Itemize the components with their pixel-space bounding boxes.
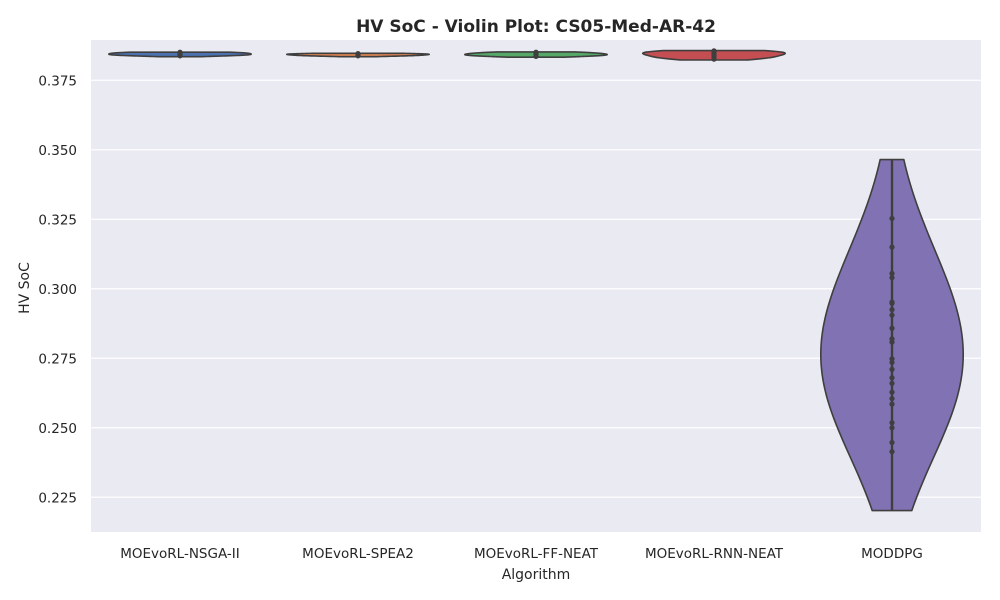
y-tick-label: 0.375 — [38, 73, 77, 89]
violin-1 — [286, 51, 430, 59]
y-tick-labels: 0.225 0.250 0.275 0.300 0.325 0.350 0.375 — [38, 73, 77, 506]
y-tick-label: 0.325 — [38, 212, 77, 228]
violin-2 — [464, 49, 608, 60]
y-tick-label: 0.250 — [38, 421, 77, 437]
x-tick-label: MOEvoRL-RNN-NEAT — [645, 546, 784, 562]
y-tick-label: 0.275 — [38, 351, 77, 367]
violin-0 — [108, 49, 252, 59]
violins — [108, 48, 964, 512]
x-tick-label: MODDPG — [861, 546, 923, 562]
violin-data-point — [889, 307, 895, 313]
x-tick-label: MOEvoRL-NSGA-II — [120, 546, 240, 562]
x-tick-label: MOEvoRL-FF-NEAT — [474, 546, 599, 562]
violin-data-point — [889, 359, 895, 366]
violin-data-point — [889, 401, 895, 407]
y-axis-label: HV SoC — [17, 262, 33, 314]
violin-data-point — [889, 420, 895, 426]
violin-data-point — [889, 299, 895, 305]
violin-4 — [820, 158, 964, 512]
chart-title: HV SoC - Violin Plot: CS05-Med-AR-42 — [356, 17, 716, 37]
violin-data-point — [889, 380, 895, 386]
plot-area — [91, 40, 981, 532]
x-tick-labels: MOEvoRL-NSGA-II MOEvoRL-SPEA2 MOEvoRL-FF-N… — [120, 546, 923, 562]
violin-data-point — [889, 275, 895, 281]
violin-data-point — [889, 449, 895, 455]
violin-3 — [642, 48, 786, 62]
violin-data-point — [889, 439, 895, 446]
violin-data-point — [889, 325, 895, 331]
x-tick-label: MOEvoRL-SPEA2 — [302, 546, 414, 562]
violin-data-point — [355, 51, 361, 57]
violin-data-point — [533, 49, 539, 55]
y-tick-label: 0.300 — [38, 282, 77, 298]
violin-data-point — [889, 336, 895, 342]
violin-data-point — [889, 389, 895, 395]
x-axis-label: Algorithm — [502, 567, 571, 583]
violin-data-point — [889, 366, 895, 372]
violin-data-point — [889, 244, 895, 250]
violin-data-point — [889, 356, 895, 362]
y-tick-label: 0.225 — [38, 490, 77, 506]
violin-data-point — [889, 375, 895, 381]
violin-data-point — [889, 312, 895, 318]
y-tick-label: 0.350 — [38, 143, 77, 159]
violin-data-point — [889, 395, 895, 402]
violin-data-point — [711, 48, 717, 54]
violin-data-point — [889, 425, 895, 431]
violin-data-point — [889, 215, 895, 222]
violin-data-point — [889, 270, 895, 277]
grid-lines — [91, 79, 981, 498]
violin-data-point — [177, 49, 183, 55]
